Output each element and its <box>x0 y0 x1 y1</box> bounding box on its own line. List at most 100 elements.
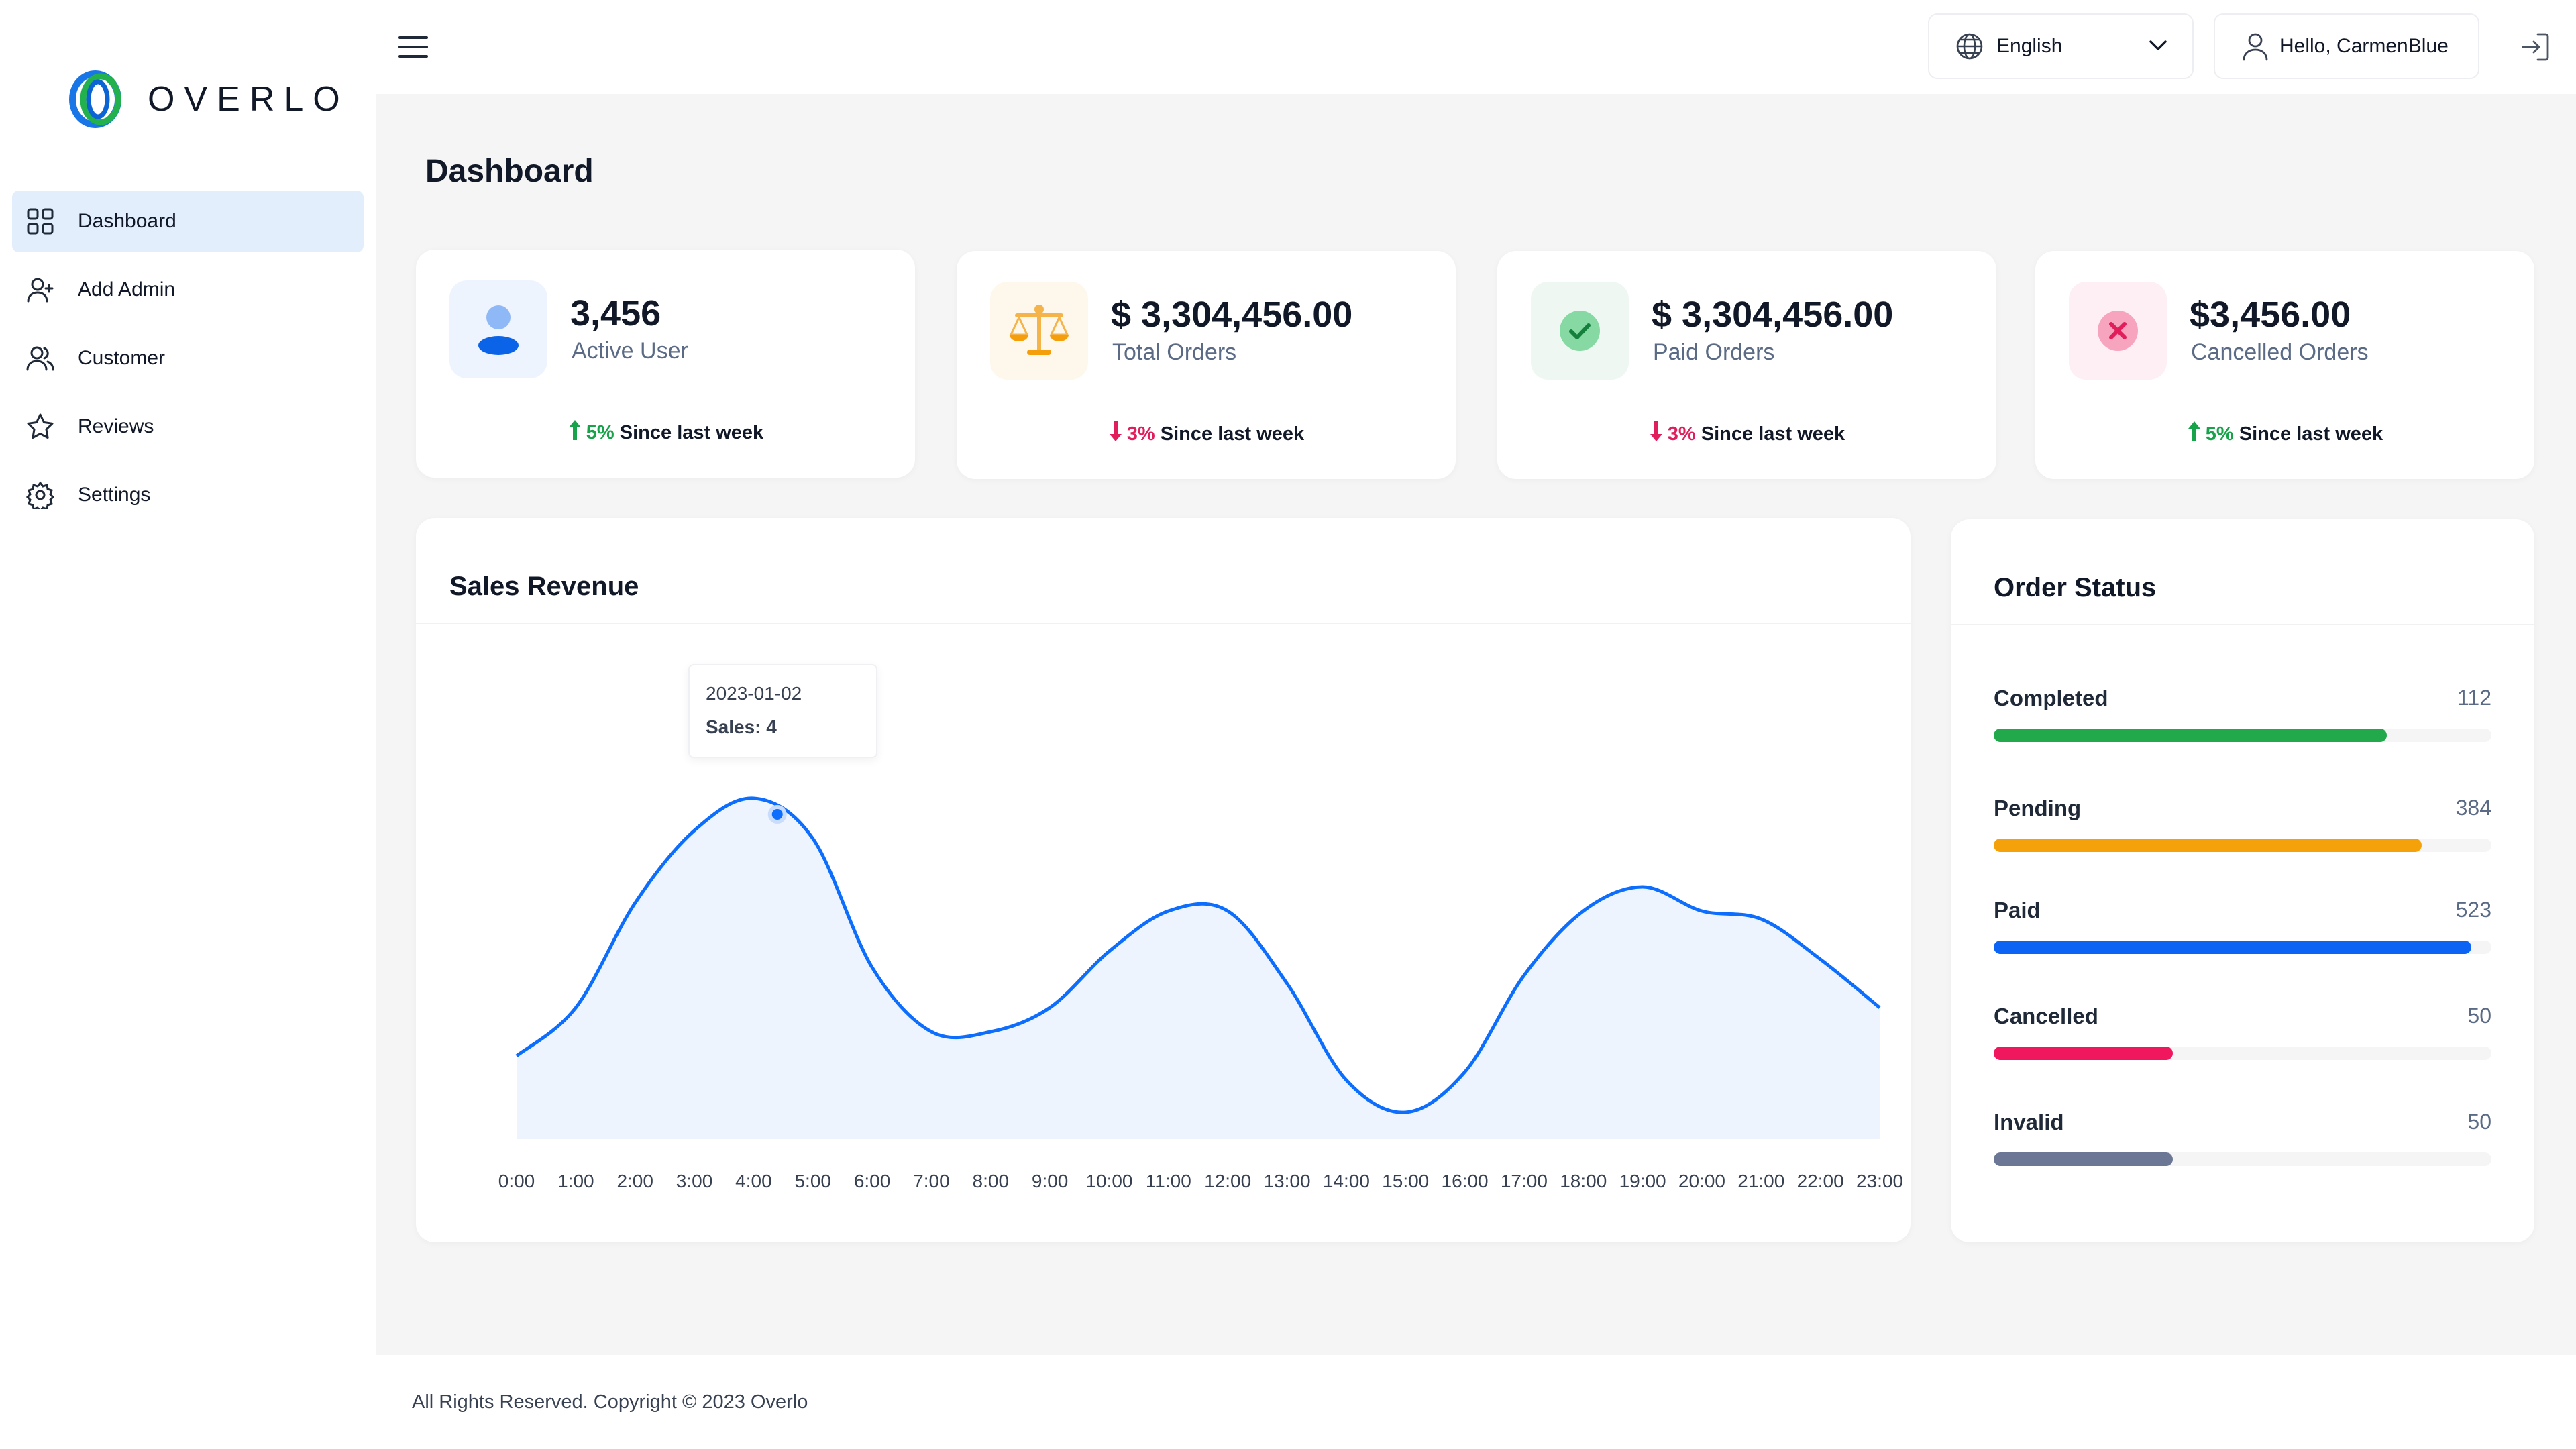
sidebar-item-dashboard[interactable]: Dashboard <box>12 191 364 252</box>
x-tick-label: 14:00 <box>1323 1171 1370 1191</box>
status-count: 50 <box>2467 1110 2491 1134</box>
stat-trend: 5% Since last week <box>416 419 915 447</box>
sales-data-point[interactable] <box>1633 877 1652 896</box>
sales-data-point[interactable] <box>1337 1071 1356 1089</box>
status-name: Invalid <box>1994 1110 2064 1134</box>
sales-data-point[interactable] <box>566 998 585 1017</box>
sales-data-point[interactable] <box>1574 902 1593 920</box>
x-tick-label: 17:00 <box>1501 1171 1548 1191</box>
user-plus-icon <box>25 275 55 305</box>
arrow-down-icon <box>1649 420 1664 448</box>
sales-data-point[interactable] <box>1159 902 1178 920</box>
footer-copyright: All Rights Reserved. Copyright © 2023 Ov… <box>412 1391 808 1413</box>
x-tick-label: 8:00 <box>973 1171 1010 1191</box>
sidebar-item-customer[interactable]: Customer <box>12 327 364 389</box>
x-tick-label: 3:00 <box>676 1171 713 1191</box>
hamburger-menu-button[interactable] <box>396 30 431 64</box>
stat-trend-text: Since last week <box>1160 423 1305 445</box>
sales-data-point[interactable] <box>1040 998 1059 1017</box>
stat-label: Total Orders <box>1112 339 1237 365</box>
sales-data-point[interactable] <box>1752 910 1770 928</box>
sales-data-point[interactable] <box>744 789 763 808</box>
stat-trend-text: Since last week <box>619 422 764 443</box>
sidebar-item-settings[interactable]: Settings <box>12 464 364 526</box>
x-tick-label: 1:00 <box>557 1171 594 1191</box>
sales-data-point[interactable] <box>1515 966 1534 985</box>
tooltip-date: 2023-01-02 <box>706 683 802 704</box>
status-progress-track <box>1994 729 2491 742</box>
sales-data-point[interactable] <box>1693 902 1711 920</box>
sidebar-item-reviews[interactable]: Reviews <box>12 396 364 458</box>
status-progress-track <box>1994 941 2491 954</box>
sidebar-nav: Dashboard Add Admin Cust <box>12 191 364 533</box>
stat-card-total-orders: $ 3,304,456.00 Total Orders 3% Since las… <box>957 251 1456 479</box>
sales-revenue-chart[interactable]: 0:00 1:00 2:00 3:00 4:00 5:00 6:00 7:00 8:00 9:00… <box>416 518 1911 1242</box>
sales-data-point[interactable] <box>1811 950 1830 969</box>
x-tick-label: 9:00 <box>1032 1171 1069 1191</box>
user-icon <box>2242 32 2269 61</box>
user-greeting: Hello, CarmenBlue <box>2279 35 2449 57</box>
status-count: 50 <box>2467 1004 2491 1028</box>
x-tick-label: 23:00 <box>1856 1171 1903 1191</box>
gear-icon <box>25 480 55 510</box>
status-progress-fill <box>1994 729 2387 742</box>
sales-data-point[interactable] <box>685 821 704 840</box>
check-circle-icon <box>1560 311 1600 351</box>
star-icon <box>25 412 55 441</box>
stat-trend-pct: 5% <box>586 422 614 443</box>
sidebar-item-label: Reviews <box>78 415 154 437</box>
stat-trend: 3% Since last week <box>957 420 1456 448</box>
paid-orders-icon-box <box>1531 282 1629 380</box>
x-tick-label: 12:00 <box>1204 1171 1251 1191</box>
sales-data-point[interactable] <box>922 1022 941 1041</box>
sales-data-point[interactable] <box>1396 1103 1415 1122</box>
sales-data-point[interactable] <box>626 894 645 912</box>
stat-value: $ 3,304,456.00 <box>1111 294 1353 335</box>
hovered-point-marker[interactable] <box>767 805 787 824</box>
stat-trend-text: Since last week <box>1701 423 1845 445</box>
sales-data-point[interactable] <box>804 829 822 848</box>
sales-data-point[interactable] <box>507 1046 526 1065</box>
x-circle-icon <box>2098 311 2138 351</box>
status-name: Cancelled <box>1994 1004 2098 1028</box>
sales-data-point[interactable] <box>1456 1063 1474 1081</box>
stat-value: $ 3,304,456.00 <box>1652 294 1894 335</box>
sales-data-point[interactable] <box>1278 974 1297 993</box>
stat-trend-pct: 3% <box>1667 423 1696 445</box>
sales-data-point[interactable] <box>1099 942 1118 961</box>
sales-data-point[interactable] <box>981 1022 1000 1041</box>
stat-label: Cancelled Orders <box>2191 339 2369 365</box>
grid-icon <box>25 207 55 236</box>
sales-data-point[interactable] <box>1218 902 1237 920</box>
arrow-up-icon <box>2187 420 2202 448</box>
sidebar: OVERLO Dashboard Add <box>0 0 376 1449</box>
sidebar-item-label: Customer <box>78 347 166 369</box>
x-tick-label: 6:00 <box>854 1171 891 1191</box>
sales-revenue-title: Sales Revenue <box>449 572 639 601</box>
status-name: Completed <box>1994 686 2108 710</box>
sales-data-point[interactable] <box>1870 998 1889 1017</box>
status-count: 384 <box>2455 796 2491 820</box>
stat-trend-text: Since last week <box>2239 423 2383 445</box>
x-tick-label: 15:00 <box>1382 1171 1429 1191</box>
active-user-icon-box <box>449 280 547 378</box>
x-tick-label: 18:00 <box>1560 1171 1607 1191</box>
x-tick-label: 10:00 <box>1085 1171 1132 1191</box>
sales-data-point[interactable] <box>863 958 881 977</box>
sidebar-item-add-admin[interactable]: Add Admin <box>12 259 364 321</box>
logout-button[interactable] <box>2518 30 2553 64</box>
brand-logo[interactable]: OVERLO <box>66 67 350 131</box>
users-icon <box>25 343 55 373</box>
user-icon <box>478 305 519 355</box>
top-bar: English Hello, CarmenBlue <box>376 0 2576 94</box>
status-progress-track <box>1994 1152 2491 1166</box>
stat-card-cancelled-orders: $3,456.00 Cancelled Orders 5% Since last… <box>2035 251 2534 479</box>
sales-area-fill <box>517 798 1880 1139</box>
user-menu-button[interactable]: Hello, CarmenBlue <box>2214 13 2479 79</box>
sales-revenue-card: Sales Revenue 0:00 1:00 2:00 3:00 4:00 5:00 6:… <box>416 518 1911 1242</box>
sidebar-item-label: Dashboard <box>78 210 176 232</box>
globe-icon <box>1955 32 1984 61</box>
overlo-logo-icon <box>69 70 121 128</box>
language-select[interactable]: English <box>1928 13 2194 79</box>
status-progress-track <box>1994 1046 2491 1060</box>
